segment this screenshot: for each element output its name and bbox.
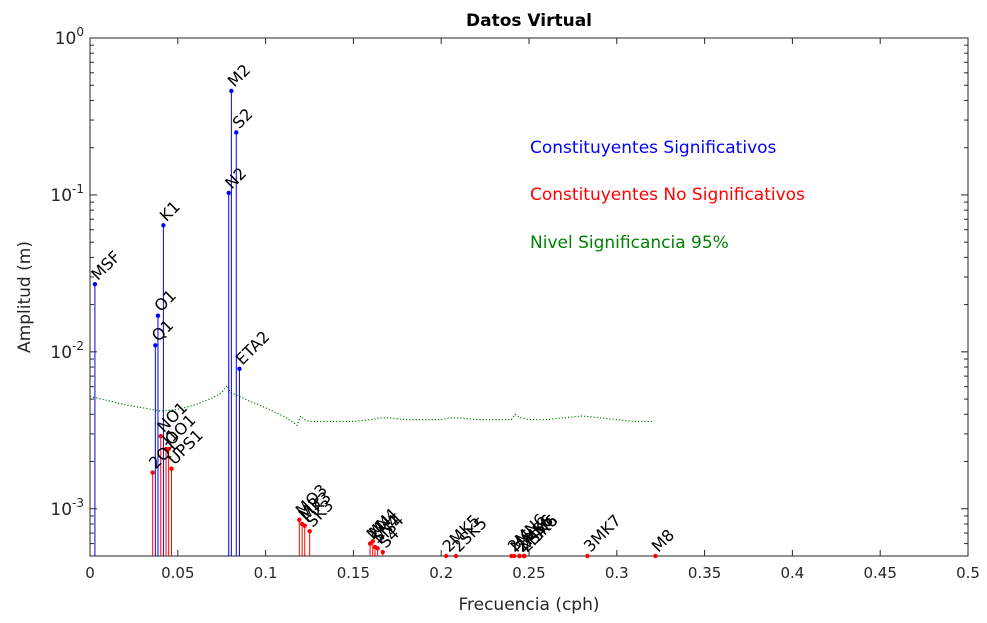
x-tick-label: 0 [85, 564, 95, 582]
marker-2SK5 [453, 553, 459, 559]
marker-UPS1 [169, 466, 174, 471]
marker-NO1 [158, 434, 163, 439]
marker-SK3 [307, 528, 312, 534]
x-axis-ticks: 0 0.05 0.1 0.15 0.2 0.25 0.3 0.35 0.4 0.45 0.5 [85, 38, 980, 582]
marker-N2 [226, 190, 231, 196]
marker-M4 [370, 539, 375, 544]
marker-S2 [234, 130, 239, 135]
marker-3MK7 [585, 553, 590, 559]
marker-MSK6 [522, 553, 527, 559]
marker-MS4 [375, 546, 380, 551]
x-tick-label: 0.5 [956, 564, 980, 582]
marker-2Q1 [150, 470, 155, 475]
marker-K1 [161, 223, 166, 228]
annotation-non-significant: Constituyentes No Significativos [530, 185, 805, 205]
marker-2MK5 [443, 553, 449, 559]
annotation-threshold: Nivel Significancia 95% [530, 233, 729, 253]
x-tick-label: 0.1 [254, 564, 278, 582]
marker-S4 [380, 549, 385, 555]
annotation-significant: Constituyentes Significativos [530, 138, 777, 158]
threshold-line [89, 384, 652, 427]
x-tick-label: 0.4 [780, 564, 804, 582]
x-axis-label: Frecuencia (cph) [458, 595, 599, 615]
x-tick-label: 0.3 [605, 564, 629, 582]
x-tick-label: 0.35 [688, 564, 721, 582]
y-tick-label: 10-2 [50, 339, 84, 363]
x-tick-label: 0.2 [429, 564, 453, 582]
marker-2MK6 [517, 553, 522, 559]
marker-MSF [92, 281, 98, 287]
marker-MK3 [302, 523, 307, 528]
marker-ETA2 [237, 366, 242, 371]
x-tick-label: 0.45 [863, 564, 896, 582]
x-tick-label: 0.05 [161, 564, 194, 582]
x-tick-label: 0.25 [512, 564, 545, 582]
marker-M6 [511, 553, 517, 559]
marker-Q1 [153, 343, 158, 348]
chart-title: Datos Virtual [466, 11, 592, 31]
threshold-layer [89, 384, 652, 427]
marker-M2 [229, 88, 234, 94]
stems-layer [92, 88, 658, 559]
y-tick-label: 100 [55, 25, 84, 49]
y-tick-label: 10-3 [50, 496, 84, 520]
marker-MO3 [297, 517, 302, 523]
marker-M8 [653, 553, 658, 559]
marker-OO1 [166, 446, 171, 452]
y-axis-label: Amplitud (m) [15, 241, 35, 353]
x-tick-label: 0.15 [337, 564, 370, 582]
marker-O1 [155, 313, 161, 318]
y-axis-ticks: 100 10-1 10-2 10-3 [50, 25, 968, 557]
y-tick-label: 10-1 [50, 182, 84, 206]
plot-area [89, 37, 969, 557]
